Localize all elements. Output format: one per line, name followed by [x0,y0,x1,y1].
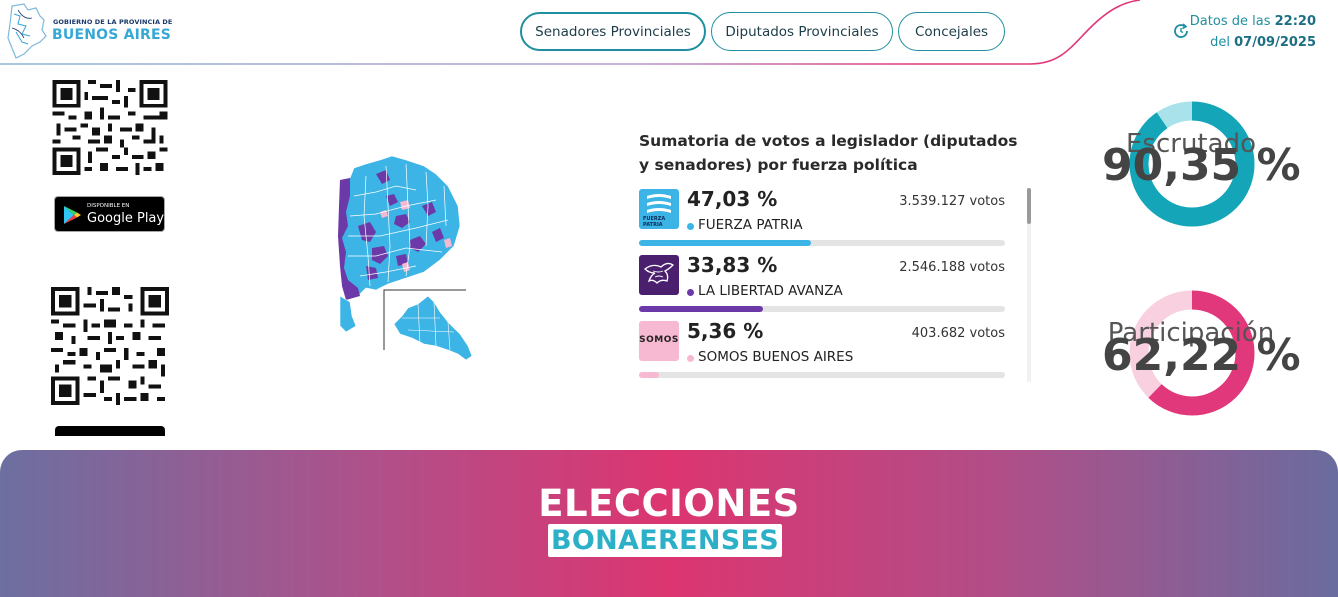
party-row-somos-buenos-aires[interactable]: SOMOS 5,36 % 403.682 votos SOMOS BUENOS … [639,319,1005,381]
participacion-value: 62,22 % [1102,330,1301,381]
escrutado-label: Escrutado [1126,129,1256,159]
party-bar-fill [639,372,659,378]
party-bar-fill [639,306,763,312]
escrutado-donut [1129,101,1255,227]
logo-province-text: BUENOS AIRES [52,27,172,43]
fuerza-patria-logo-text: FUERZA PATRIA [643,216,666,228]
qr-code-app-store[interactable] [51,80,169,175]
timestamp-time: 22:20 [1274,14,1316,29]
qr-code-google-play[interactable] [51,286,169,406]
party-percentage: 5,36 % [687,319,764,343]
participacion-donut [1129,290,1255,416]
la-libertad-avanza-logo [639,255,679,295]
party-color-dot [687,355,694,362]
party-row-la-libertad-avanza[interactable]: 33,83 % 2.546.188 votos LA LIBERTAD AVAN… [639,253,1005,315]
escrutado-donut-arc [1129,101,1255,227]
results-scrollbar-thumb[interactable] [1027,188,1031,224]
data-timestamp: Datos de las 22:20 del 07/09/2025 [1190,11,1316,53]
party-row-fuerza-patria[interactable]: FUERZA PATRIA 47,03 % 3.539.127 votos FU… [639,187,1005,249]
party-name: LA LIBERTAD AVANZA [698,283,843,299]
escrutado-value: 90,35 % [1102,140,1301,191]
category-nav: Senadores Provinciales Diputados Provinc… [520,12,1005,51]
party-bar-track [639,240,1005,246]
footer-subtitle: BONAERENSES [551,525,779,556]
tab-senadores-provinciales[interactable]: Senadores Provinciales [520,12,706,51]
header-decorative-curve [0,0,1141,65]
party-votes: 403.682 votos [911,326,1005,341]
results-scrollbar-track[interactable] [1027,188,1031,382]
party-bar-fill [639,240,812,246]
tab-concejales[interactable]: Concejales [898,12,1005,51]
participacion-donut-arc [1129,290,1255,416]
logo-government-text: GOBIERNO DE LA PROVINCIA DE [53,18,173,26]
party-name: SOMOS BUENOS AIRES [698,349,854,365]
fuerza-patria-logo: FUERZA PATRIA [639,189,679,229]
timestamp-date: 07/09/2025 [1234,35,1316,50]
refresh-icon[interactable] [1172,22,1190,40]
timestamp-prefix: Datos de las [1189,14,1271,29]
footer-subtitle-box: BONAERENSES [548,524,782,557]
tab-diputados-provinciales[interactable]: Diputados Provinciales [711,12,893,51]
results-title: Sumatoria de votos a legislador (diputad… [639,132,1018,174]
party-name: FUERZA PATRIA [698,217,803,233]
party-bar-track [639,306,1005,312]
google-play-badge[interactable]: DISPONIBLE EN Google Play [54,196,165,232]
province-logo[interactable]: GOBIERNO DE LA PROVINCIA DE BUENOS AIRES [6,2,176,60]
party-votes: 3.539.127 votos [899,194,1005,209]
google-play-small-text: DISPONIBLE EN [87,203,130,209]
footer-title: ELECCIONES [538,482,800,525]
province-map-logo-icon [7,3,47,59]
province-results-map[interactable] [336,156,478,362]
party-bar-track [639,372,1005,378]
party-color-dot [687,289,694,296]
google-play-big-text: Google Play [87,211,165,226]
flag-icon [647,194,671,213]
footer-banner: ELECCIONES BONAERENSES [0,450,1338,597]
party-votes: 2.546.188 votos [899,260,1005,275]
header: GOBIERNO DE LA PROVINCIA DE BUENOS AIRES… [0,0,1338,65]
somos-buenos-aires-logo: SOMOS [639,321,679,361]
party-percentage: 33,83 % [687,253,778,277]
eagle-icon [644,262,675,284]
party-color-dot [687,223,694,230]
party-percentage: 47,03 % [687,187,778,211]
timestamp-date-prefix: del [1210,35,1230,50]
participacion-label: Participación [1107,318,1275,348]
somos-logo-text: SOMOS [639,335,679,345]
google-play-icon [64,206,81,224]
app-store-badge-partial[interactable] [55,426,165,436]
